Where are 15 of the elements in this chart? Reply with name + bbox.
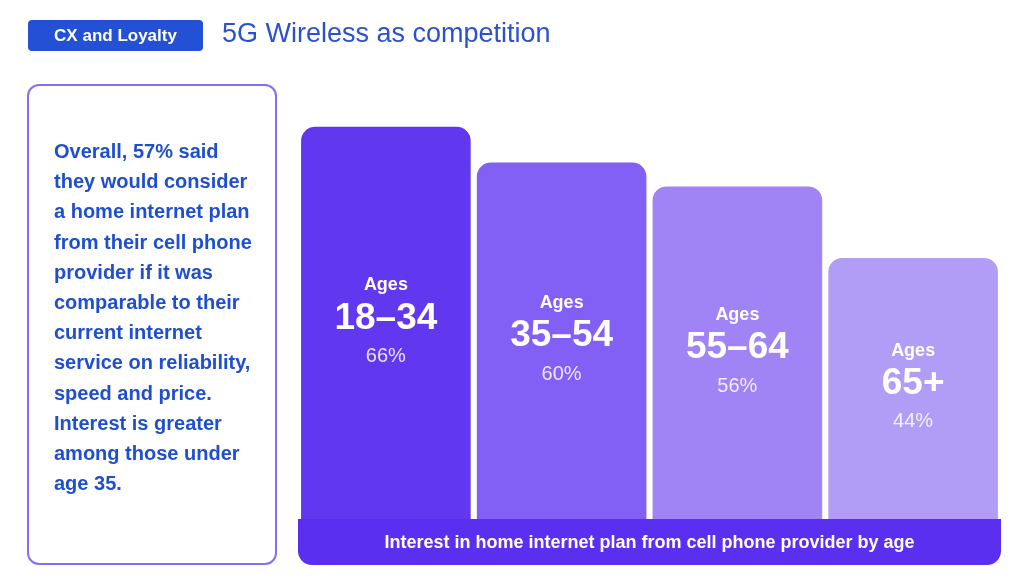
data-label: 44% — [893, 409, 934, 432]
x-axis-title: Interest in home internet plan from cell phone provider by age — [298, 519, 1001, 565]
text: Overall, 57% said they would consider a home internet plan from their cell phone provider if it was comparable to their current internet service on reliability, speed and price. Interest is greater among those under age 35. — [54, 140, 252, 495]
text: CX and Loyalty — [28, 20, 203, 51]
x-tick-label: Ages 18–34 — [334, 274, 438, 337]
bar — [476, 162, 647, 520]
x-tick-label: Ages 35–54 — [510, 292, 614, 355]
x-tick-label: Ages 55–64 — [685, 304, 790, 367]
chart-title: 5G Wireless as competition — [222, 18, 551, 49]
data-label: 56% — [717, 373, 758, 396]
bar — [652, 186, 823, 520]
data-label: 60% — [541, 361, 582, 384]
x-tick-label: Ages 65+ — [881, 339, 945, 403]
bar — [828, 257, 998, 520]
data-label: 66% — [365, 343, 407, 366]
